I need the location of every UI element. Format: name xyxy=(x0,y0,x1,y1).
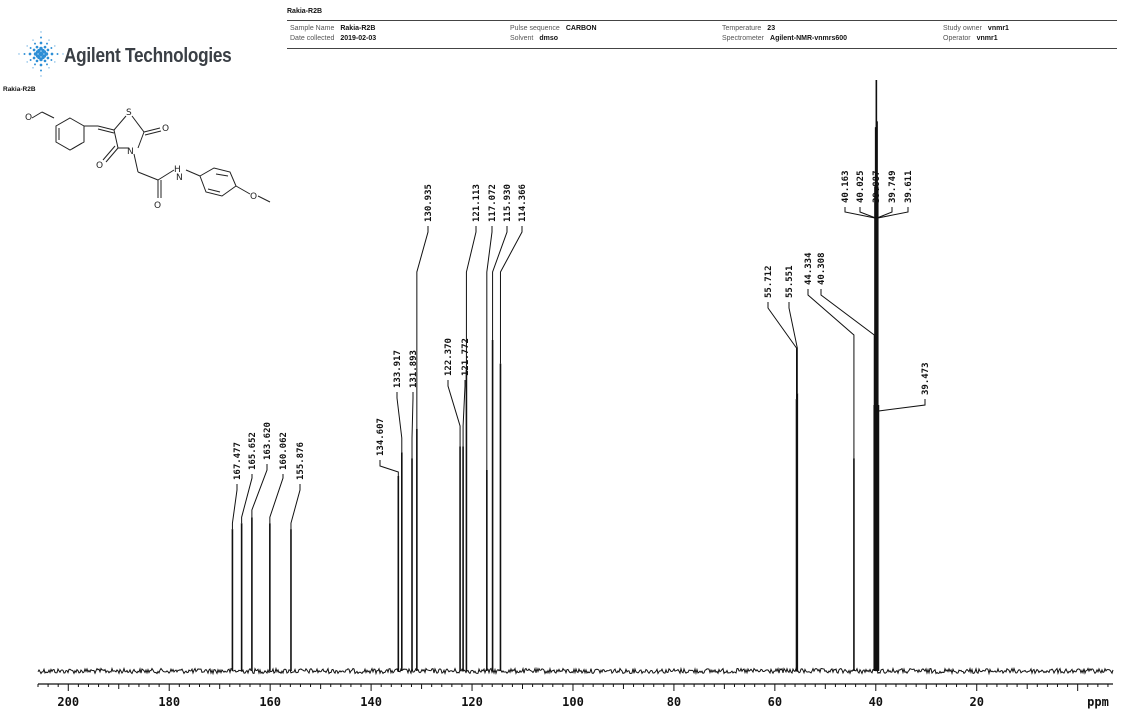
peak-label: 39.749 xyxy=(888,170,898,203)
field-date-collected: Date collected 2019-02-03 xyxy=(290,35,377,42)
peak-leader xyxy=(290,484,301,530)
spectrum-header: Rakia-R2B Sample Name Rakia-R2B Date coll… xyxy=(0,0,1135,120)
peak-leader xyxy=(499,226,523,364)
peak-label: 117.072 xyxy=(488,184,498,222)
peak-leader xyxy=(269,474,284,524)
svg-text:O: O xyxy=(162,124,169,134)
peak-leader xyxy=(877,186,909,219)
molecule-structure: O S O N O H N O O xyxy=(25,108,271,211)
svg-text:O: O xyxy=(96,161,103,171)
x-tick-label: 140 xyxy=(360,695,382,709)
x-axis-unit: ppm xyxy=(1087,695,1109,709)
agilent-logo: Agilent Technologies xyxy=(18,28,232,88)
peak-label: 165.652 xyxy=(248,432,258,470)
field-temperature: Temperature 23 xyxy=(722,25,776,32)
x-tick-label: 80 xyxy=(667,695,681,709)
header-rule-bottom xyxy=(287,48,1117,49)
peak-label: 40.308 xyxy=(817,252,827,285)
peak-label: 114.366 xyxy=(518,184,528,222)
x-tick-label: 160 xyxy=(259,695,281,709)
peak-leader xyxy=(462,380,466,447)
baseline-noise xyxy=(37,666,1114,676)
peak-leader xyxy=(820,289,875,406)
peak-label: 131.893 xyxy=(409,350,419,388)
peak-leader xyxy=(251,464,268,518)
peak-label: 133.917 xyxy=(393,350,403,388)
peak-label: 160.062 xyxy=(279,432,289,470)
peak-leader xyxy=(844,186,876,219)
field-spectrometer: Spectrometer Agilent-NMR-vnmrs600 xyxy=(722,35,848,42)
peak-label: 163.620 xyxy=(263,422,273,460)
peak-leader xyxy=(465,226,477,370)
svg-text:N: N xyxy=(127,147,134,157)
header-rule-top xyxy=(287,20,1117,21)
peak-leader xyxy=(492,226,508,341)
svg-text:S: S xyxy=(126,108,132,118)
peak-label: 44.334 xyxy=(804,252,814,285)
peak-leader xyxy=(807,289,855,459)
field-operator: Operator vnmr1 xyxy=(943,35,998,42)
peak-leader xyxy=(876,121,893,219)
peak-leader xyxy=(877,399,926,412)
field-sample-name: Sample Name Rakia-R2B xyxy=(290,25,376,32)
x-tick-label: 100 xyxy=(562,695,584,709)
field-solvent: Solvent dmso xyxy=(510,35,559,42)
peak-label: 167.477 xyxy=(233,442,243,480)
peak-label: 40.025 xyxy=(856,170,866,203)
peak-leader xyxy=(788,302,798,394)
peak-leader xyxy=(241,474,253,524)
peak-leader xyxy=(231,484,238,530)
peak-leader xyxy=(767,302,797,400)
peak-label: 122.370 xyxy=(444,338,454,376)
peak-label: 55.551 xyxy=(785,265,795,298)
agilent-spark-icon xyxy=(18,31,64,77)
logo-wordmark: Agilent Technologies xyxy=(64,45,232,67)
peak-label: 39.611 xyxy=(904,170,914,203)
sample-caption: Rakia-R2B xyxy=(3,86,36,93)
peak-label: 121.113 xyxy=(472,184,482,222)
peak-leader xyxy=(447,380,461,447)
peak-label: 134.607 xyxy=(376,418,386,456)
peak-label: 40.163 xyxy=(841,170,851,203)
peak-leader xyxy=(379,460,399,476)
peak-label: 39.473 xyxy=(921,362,931,395)
peak-label: 130.935 xyxy=(424,184,434,222)
peak-leader xyxy=(411,392,414,459)
field-study-owner: Study owner vnmr1 xyxy=(943,25,1009,32)
svg-text:H: H xyxy=(174,165,181,175)
peak-leader xyxy=(416,226,429,429)
peak-leader xyxy=(396,392,403,453)
peak-label: 115.930 xyxy=(503,184,513,222)
field-pulse-sequence: Pulse sequence CARBON xyxy=(510,25,597,32)
x-tick-label: 60 xyxy=(768,695,782,709)
x-tick-label: 180 xyxy=(158,695,180,709)
x-tick-label: 120 xyxy=(461,695,483,709)
experiment-title: Rakia-R2B xyxy=(287,8,323,15)
peak-leader xyxy=(486,226,493,471)
peak-leader xyxy=(859,127,877,219)
x-tick-label: 40 xyxy=(869,695,883,709)
svg-text:O: O xyxy=(25,113,32,123)
svg-text:O: O xyxy=(154,201,161,211)
svg-text:O: O xyxy=(250,192,257,202)
peak-label: 55.712 xyxy=(764,265,774,298)
x-tick-label: 20 xyxy=(970,695,984,709)
x-tick-label: 200 xyxy=(57,695,79,709)
svg-text:N: N xyxy=(176,173,183,183)
peak-label: 155.876 xyxy=(296,442,306,480)
